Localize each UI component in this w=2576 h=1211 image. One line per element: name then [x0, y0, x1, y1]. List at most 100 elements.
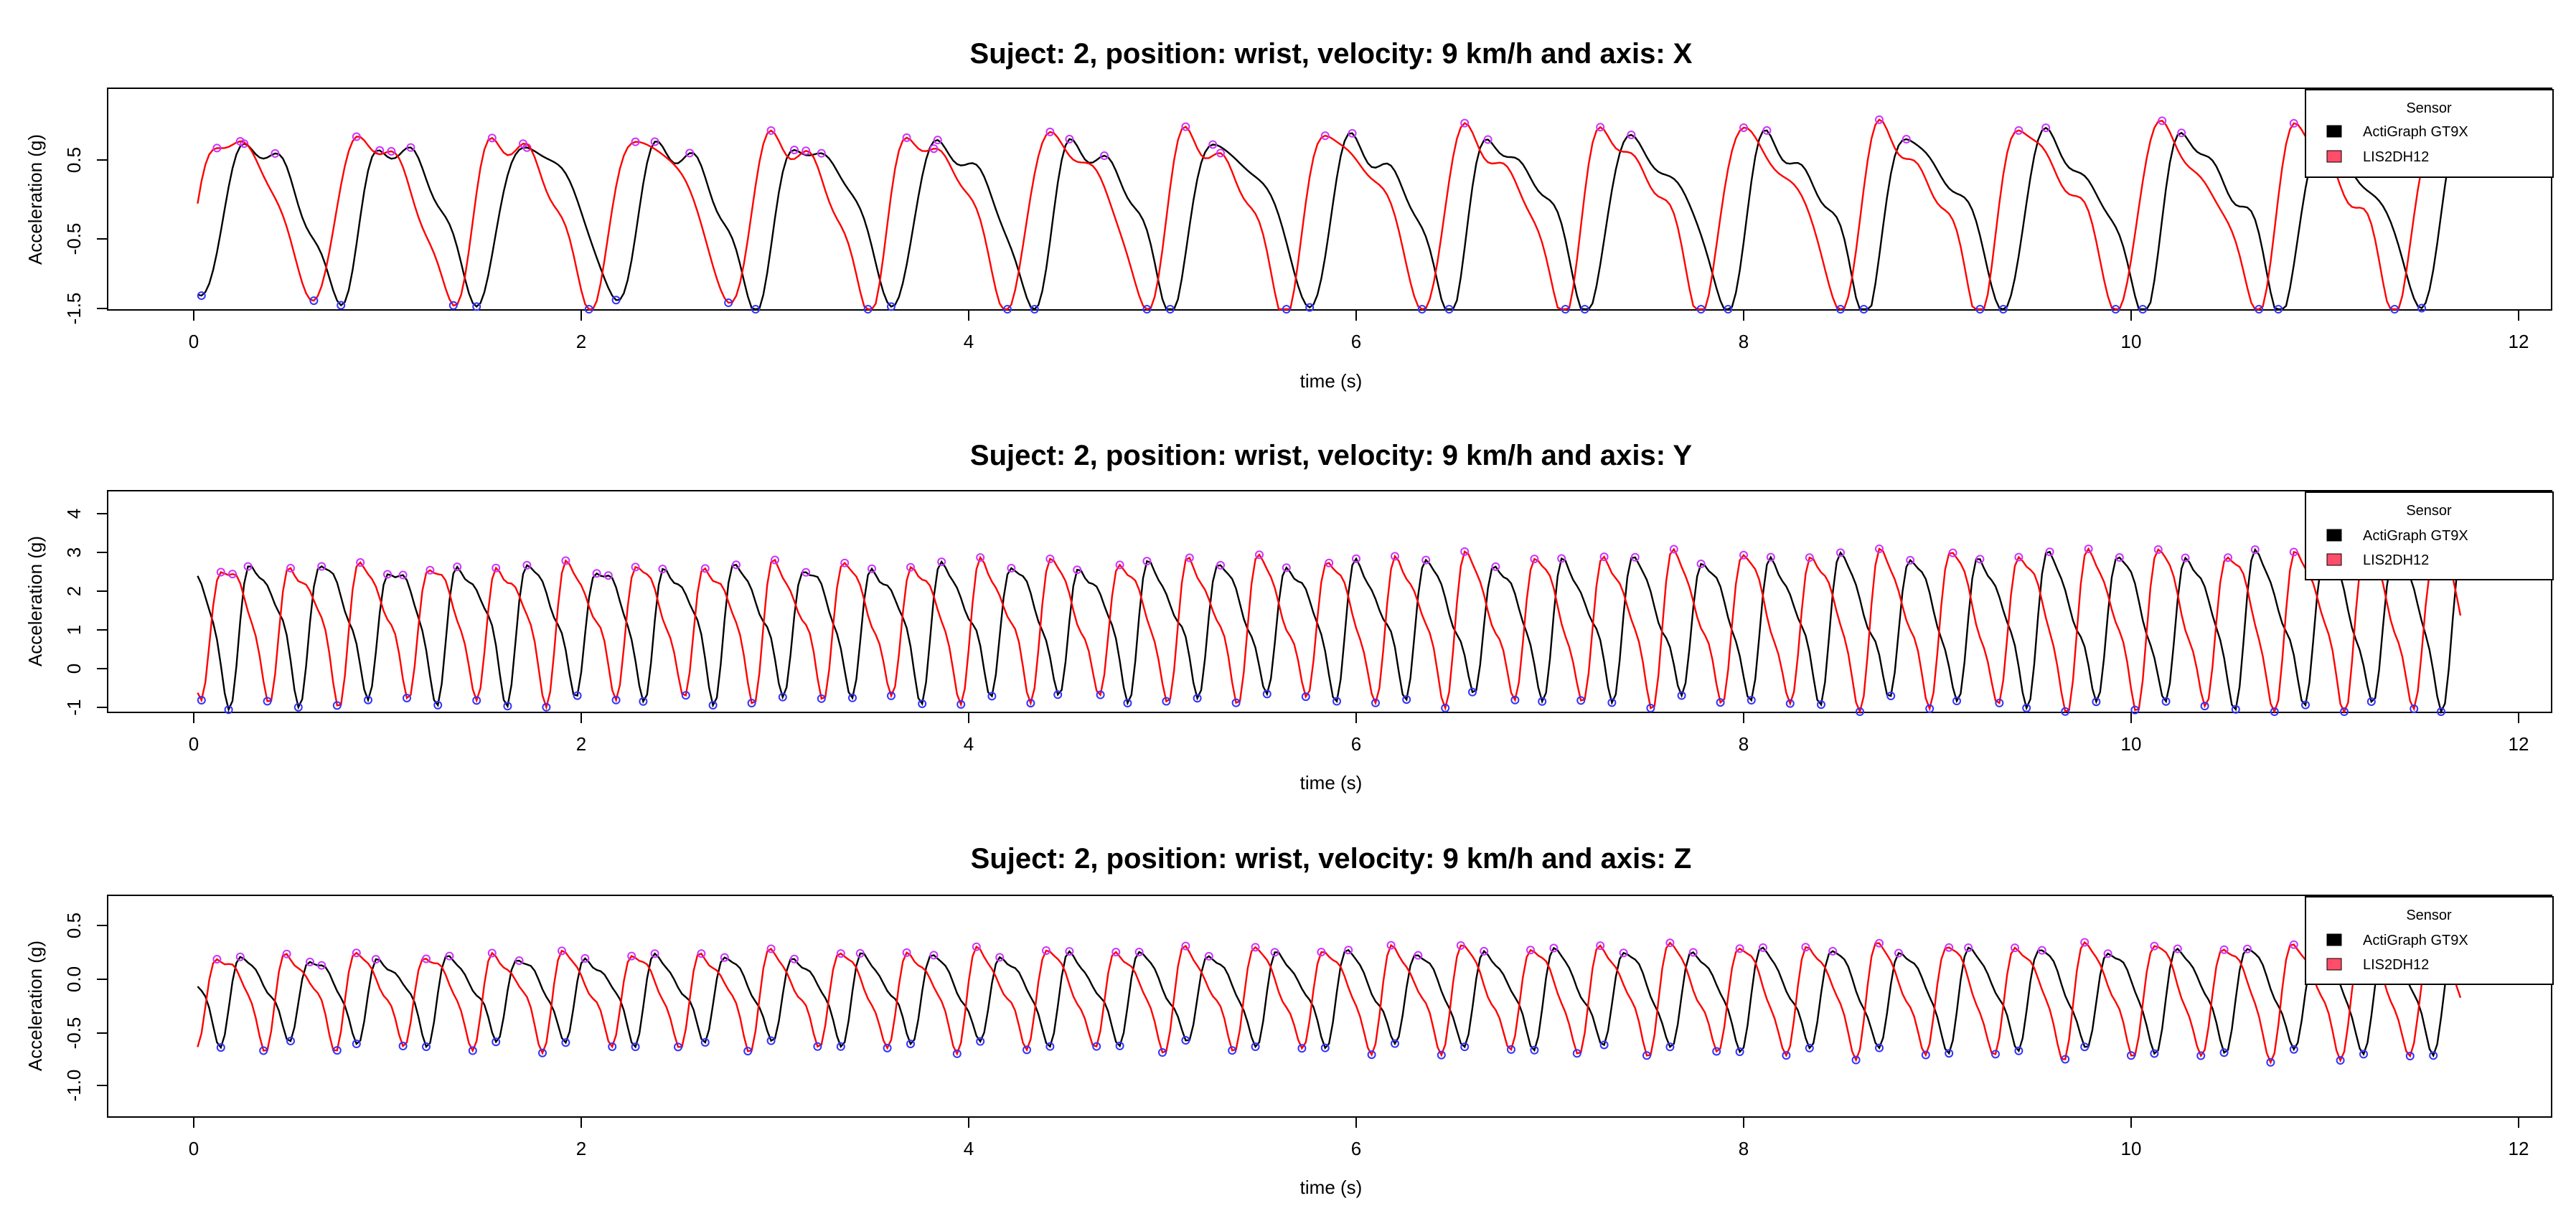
trough-marker	[1162, 697, 1171, 706]
panel-x-x-axis	[193, 310, 2519, 321]
panel-y-y-tick-label-0: 0	[63, 664, 85, 674]
peak-marker	[1599, 552, 1609, 562]
trough-marker	[2150, 1049, 2159, 1058]
trough-marker	[2405, 1052, 2415, 1061]
peak-marker	[1828, 946, 1838, 956]
peak-marker	[1007, 564, 1016, 573]
peak-marker	[1204, 951, 1213, 961]
trough-marker	[1859, 305, 1868, 314]
trough-marker	[472, 302, 481, 311]
panel-y: Suject: 2, position: wrist, velocity: 9 …	[24, 440, 2554, 793]
peak-marker	[1805, 553, 1814, 562]
trough-marker	[1262, 689, 1271, 699]
trough-marker	[1123, 698, 1132, 707]
peak-marker	[2014, 552, 2023, 562]
trough-marker	[1510, 695, 1520, 705]
trough-marker	[1096, 690, 1105, 699]
trough-marker	[1460, 1042, 1470, 1052]
peak-marker	[2177, 128, 2186, 138]
panel-y-y-tick-label-m1: -1	[63, 699, 85, 715]
peak-marker	[902, 133, 911, 142]
panel-z-x-tick-label-12: 12	[2509, 1138, 2529, 1159]
panel-z-legend-title: Sensor	[2406, 908, 2452, 923]
peak-marker	[1875, 115, 1884, 124]
peak-marker	[235, 952, 245, 961]
trough-marker	[2336, 1056, 2345, 1065]
trough-marker	[1724, 305, 1733, 314]
trough-marker	[952, 1049, 962, 1058]
trough-marker	[2061, 1055, 2070, 1064]
trough-marker	[584, 305, 593, 314]
peak-marker	[1181, 941, 1190, 951]
peak-marker	[2250, 545, 2260, 555]
trough-marker	[197, 291, 206, 301]
peak-marker	[1549, 943, 1559, 953]
peak-marker	[1216, 560, 1225, 570]
trough-marker	[1402, 695, 1411, 705]
trough-marker	[1538, 697, 1547, 706]
panel-x-legend-swatch-actigraph	[2326, 125, 2342, 138]
trough-marker	[1561, 305, 1570, 314]
trough-marker	[364, 695, 372, 705]
trough-marker	[1576, 696, 1586, 705]
trough-marker	[398, 1042, 408, 1051]
peak-marker	[282, 949, 291, 958]
trough-marker	[1572, 1049, 1581, 1058]
peak-marker	[766, 944, 776, 953]
panel-z-legend-label-lis: LIS2DH12	[2363, 957, 2429, 973]
peak-marker	[2289, 547, 2298, 557]
trough-marker	[2255, 305, 2264, 314]
peak-marker	[1557, 554, 1566, 563]
trough-marker	[2417, 303, 2426, 313]
panel-z-x-axis	[193, 1117, 2519, 1128]
trough-marker	[2092, 697, 2101, 707]
peak-marker	[580, 953, 590, 963]
peak-marker	[1596, 941, 1605, 951]
trough-marker	[2014, 1046, 2023, 1055]
panel-y-curves	[197, 544, 2462, 716]
panel-x-plot-frame	[107, 88, 2552, 311]
trough-marker	[1530, 1045, 1539, 1055]
trough-marker	[1945, 1049, 1954, 1058]
trough-marker	[2111, 305, 2120, 314]
peak-marker	[2037, 946, 2046, 955]
peak-marker	[235, 137, 245, 146]
trough-marker	[976, 1037, 985, 1046]
trough-marker	[542, 702, 551, 712]
panel-x: Suject: 2, position: wrist, velocity: 9 …	[24, 38, 2554, 392]
trough-marker	[1231, 698, 1241, 707]
peak-marker	[216, 567, 225, 577]
trough-marker	[2437, 707, 2445, 716]
trough-marker	[1391, 1039, 1399, 1048]
trough-marker	[1952, 697, 1961, 706]
peak-marker	[802, 146, 811, 156]
panel-z-x-tick-label-2: 2	[576, 1138, 586, 1159]
peak-marker	[1142, 557, 1152, 566]
trough-marker	[561, 1038, 570, 1047]
trough-marker	[263, 697, 272, 706]
peak-marker	[1964, 943, 1973, 952]
trough-marker	[813, 1042, 822, 1051]
trough-marker	[352, 1039, 361, 1048]
trough-marker	[1437, 1050, 1446, 1060]
panel-y-legend-title: Sensor	[2406, 503, 2452, 519]
trough-marker	[1875, 1043, 1884, 1052]
trough-marker	[1599, 1040, 1609, 1050]
peak-marker	[514, 956, 524, 966]
peak-marker	[1460, 547, 1470, 556]
peak-marker	[631, 562, 640, 572]
trough-marker	[2289, 1045, 2298, 1054]
trough-marker	[848, 693, 857, 702]
peak-marker	[2224, 553, 2232, 562]
trough-marker	[1030, 305, 1039, 314]
peak-marker	[766, 126, 776, 135]
peak-marker	[631, 137, 640, 146]
trough-marker	[1282, 305, 1291, 314]
trough-marker	[611, 296, 621, 305]
peak-marker	[2014, 126, 2023, 135]
trough-marker	[700, 1037, 710, 1047]
trough-marker	[2266, 1057, 2275, 1067]
trough-marker	[1301, 692, 1310, 702]
peak-marker	[2084, 545, 2093, 554]
series-line-lis2dh12	[197, 118, 2462, 311]
